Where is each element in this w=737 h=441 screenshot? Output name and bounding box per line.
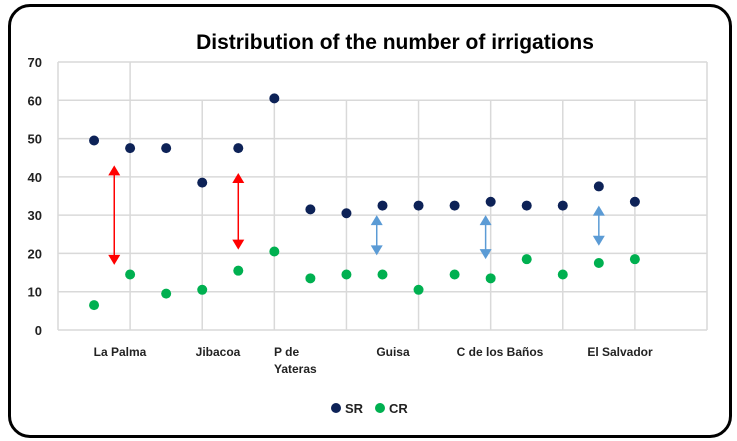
legend-marker-sr <box>331 403 341 413</box>
point-sr <box>125 143 136 154</box>
y-tick-label: 70 <box>28 55 42 70</box>
arrow-head-down <box>479 249 492 260</box>
point-cr <box>449 269 460 280</box>
point-sr <box>233 143 244 154</box>
point-cr <box>305 273 316 284</box>
point-cr <box>125 269 136 280</box>
title-background <box>140 24 640 56</box>
grid <box>57 61 708 331</box>
arrow-head-up <box>232 173 245 184</box>
point-cr <box>233 265 244 276</box>
arrow-head-down <box>592 235 605 246</box>
x-category-label: El Salvador <box>587 345 653 359</box>
point-cr <box>269 246 280 257</box>
y-tick-label: 20 <box>28 246 42 261</box>
double-arrow <box>370 215 383 256</box>
point-sr <box>449 200 460 211</box>
point-cr <box>521 254 532 265</box>
point-cr <box>341 269 352 280</box>
point-sr <box>305 204 316 215</box>
point-cr <box>413 284 424 295</box>
double-arrow <box>479 215 492 260</box>
double-arrow <box>232 173 245 250</box>
y-tick-label: 30 <box>28 208 42 223</box>
double-arrow <box>108 165 121 265</box>
point-sr <box>161 143 172 154</box>
y-tick-label: 40 <box>28 170 42 185</box>
x-axis: La Palma Jibacoa P de Yateras Guisa C de los … <box>94 345 653 376</box>
chart-frame <box>8 4 732 438</box>
data-points <box>89 93 640 311</box>
point-sr <box>557 200 568 211</box>
arrow-head-up <box>108 165 121 176</box>
x-category-label: La Palma <box>94 345 147 359</box>
point-sr <box>413 200 424 211</box>
label-line: El Salvador <box>587 345 653 359</box>
point-sr <box>521 200 532 211</box>
arrow-head-up <box>370 215 383 226</box>
y-axis: 0 10 20 30 40 50 60 70 <box>28 55 42 338</box>
y-tick-label: 60 <box>28 93 42 108</box>
point-sr <box>341 208 352 219</box>
point-sr <box>197 177 208 188</box>
legend-label-sr: SR <box>345 401 364 416</box>
y-tick-label: 50 <box>28 132 42 147</box>
point-cr <box>89 300 100 311</box>
legend-marker-cr <box>375 403 385 413</box>
legend: SR CR <box>331 401 408 416</box>
point-sr <box>593 181 604 192</box>
legend-label-cr: CR <box>389 401 408 416</box>
y-tick-label: 0 <box>35 323 42 338</box>
x-category-label: Jibacoa <box>196 345 241 359</box>
arrow-head-down <box>108 254 121 265</box>
annotations <box>108 165 605 265</box>
arrow-head-down <box>232 239 245 250</box>
arrow-head-up <box>479 215 492 226</box>
point-sr <box>485 196 496 207</box>
x-category-label: Guisa <box>376 345 410 359</box>
y-tick-label: 10 <box>28 285 42 300</box>
label-line: C de los Baños <box>457 345 544 359</box>
point-cr <box>629 254 640 265</box>
point-sr <box>377 200 388 211</box>
chart-title: Distribution of the number of irrigation… <box>196 31 594 54</box>
double-arrow <box>592 205 605 246</box>
x-category-label: C de los Baños <box>457 345 544 359</box>
label-line: Yateras <box>274 362 317 376</box>
point-sr <box>629 196 640 207</box>
point-sr <box>89 135 100 146</box>
label-line: Jibacoa <box>196 345 241 359</box>
x-category-label: P de Yateras <box>274 345 317 376</box>
point-cr <box>557 269 568 280</box>
label-line: Guisa <box>376 345 410 359</box>
point-cr <box>197 284 208 295</box>
arrow-head-down <box>370 245 383 256</box>
label-line: P de <box>274 345 299 359</box>
point-cr <box>485 273 496 284</box>
label-line: La Palma <box>94 345 147 359</box>
point-cr <box>593 258 604 268</box>
arrow-head-up <box>592 205 605 216</box>
point-cr <box>161 288 172 299</box>
point-cr <box>377 269 388 280</box>
point-sr <box>269 93 280 104</box>
